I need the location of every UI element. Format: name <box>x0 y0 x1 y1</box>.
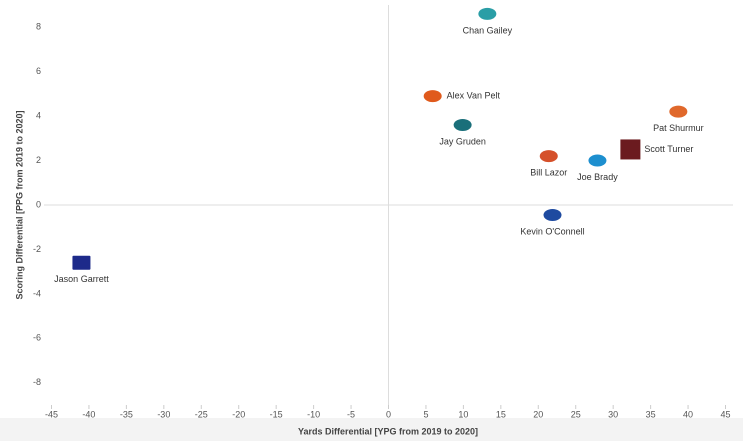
team-logo <box>478 7 497 20</box>
x-tick-label: -40 <box>82 409 95 419</box>
x-tick-label: 30 <box>608 409 618 419</box>
point-label: Pat Shurmur <box>653 123 704 133</box>
x-tick-label: 0 <box>386 409 391 419</box>
y-tick-label: -8 <box>33 377 41 387</box>
x-tick-label: -35 <box>120 409 133 419</box>
point-label: Jason Garrett <box>54 274 109 284</box>
point-label: Jay Gruden <box>439 136 486 146</box>
x-tick-label: -25 <box>195 409 208 419</box>
point-label: Alex Van Pelt <box>447 90 501 100</box>
x-tick-label: 20 <box>533 409 543 419</box>
team-logo <box>539 150 558 163</box>
y-tick-label: 8 <box>36 22 41 32</box>
x-tick-label: 25 <box>571 409 581 419</box>
x-tick-label: -45 <box>45 409 58 419</box>
x-tick-label: 35 <box>646 409 656 419</box>
x-tick-label: -10 <box>307 409 320 419</box>
point-label: Scott Turner <box>644 144 693 154</box>
x-tick-label: -30 <box>157 409 170 419</box>
x-tick-label: 10 <box>458 409 468 419</box>
team-logo <box>543 209 562 221</box>
y-axis-title: Scoring Differential [PPG from 2019 to 2… <box>14 110 24 299</box>
x-tick-label: 45 <box>721 409 731 419</box>
y-tick-label: -2 <box>33 244 41 254</box>
team-logo <box>588 154 607 167</box>
team-logo <box>423 90 442 103</box>
team-logo <box>453 119 472 131</box>
y-tick-label: -4 <box>33 288 41 298</box>
x-tick-label: -20 <box>232 409 245 419</box>
x-axis-title: Yards Differential [YPG from 2019 to 202… <box>298 426 478 436</box>
y-tick-label: -6 <box>33 333 41 343</box>
team-logo <box>72 255 91 270</box>
footer-band <box>0 418 743 441</box>
x-tick-label: -5 <box>347 409 355 419</box>
team-logo <box>620 139 641 160</box>
y-tick-label: 0 <box>36 199 41 209</box>
team-logo <box>669 105 688 118</box>
y-tick-label: 4 <box>36 110 41 120</box>
point-label: Chan Gailey <box>463 25 513 35</box>
y-tick-label: 2 <box>36 155 41 165</box>
x-tick-label: 5 <box>423 409 428 419</box>
y-tick-label: 6 <box>36 66 41 76</box>
x-tick-label: 15 <box>496 409 506 419</box>
point-label: Kevin O'Connell <box>520 226 584 236</box>
point-label: Joe Brady <box>577 172 618 182</box>
x-tick-label: 40 <box>683 409 693 419</box>
x-tick-label: -15 <box>270 409 283 419</box>
point-label: Bill Lazor <box>530 167 567 177</box>
